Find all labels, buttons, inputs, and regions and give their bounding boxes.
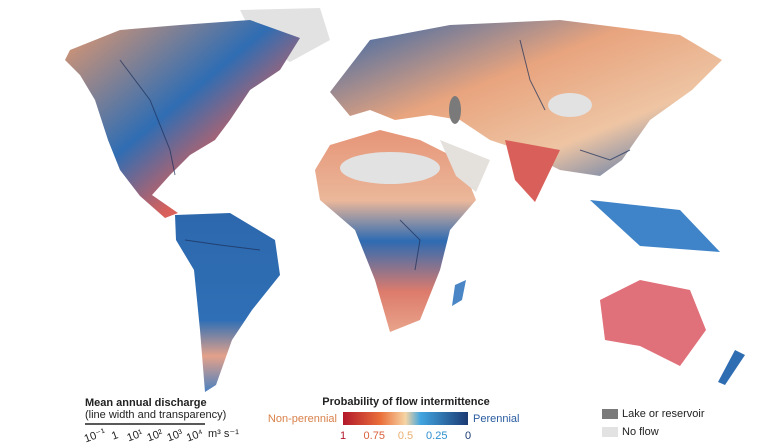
madagascar — [452, 280, 466, 306]
intermittence-tick-label: 0.75 — [364, 430, 385, 442]
lake-label: Lake or reservoir — [622, 408, 705, 420]
arabia — [440, 140, 490, 192]
north-america — [65, 20, 300, 218]
australia — [600, 280, 706, 366]
non-perennial-label: Non-perennial — [268, 413, 337, 425]
discharge-ticks: 10⁻¹ 1 10¹ 10² 10³ 10⁴ — [83, 426, 206, 445]
caspian-lake — [449, 96, 461, 124]
intermittence-tick-label: 0.5 — [398, 430, 413, 442]
discharge-tick-label: 10³ — [165, 427, 184, 444]
southeast-asia — [590, 200, 720, 252]
discharge-title: Mean annual discharge — [85, 397, 207, 409]
sahara-no-flow — [340, 152, 440, 184]
discharge-subtitle: (line width and transparency) — [85, 409, 226, 421]
no-flow-label: No flow — [622, 426, 659, 438]
asia-no-flow — [548, 93, 592, 117]
eurasia — [330, 20, 722, 176]
discharge-unit: m³ s⁻¹ — [208, 428, 239, 440]
perennial-label: Perennial — [473, 413, 519, 425]
intermittence-ticks: 1 0.75 0.5 0.25 0 — [340, 430, 471, 442]
intermittence-tick-label: 0.25 — [426, 430, 447, 442]
discharge-tick-label: 10⁻¹ — [83, 426, 108, 445]
river — [119, 59, 176, 176]
india — [505, 140, 560, 202]
intermittence-tick-label: 0 — [465, 430, 471, 442]
south-america — [175, 213, 280, 392]
river — [579, 149, 631, 161]
river — [184, 239, 261, 251]
discharge-tick-label: 10² — [145, 427, 164, 444]
color-bar — [343, 412, 468, 425]
intermittence-title: Probability of flow intermittence — [322, 396, 489, 408]
africa — [315, 130, 476, 332]
no-flow-swatch — [602, 427, 618, 437]
lake-swatch — [602, 409, 618, 419]
intermittence-tick-label: 1 — [340, 430, 346, 442]
discharge-tick-label: 10⁴ — [185, 427, 205, 444]
discharge-tick-label: 10¹ — [125, 427, 144, 444]
new-zealand — [718, 350, 745, 385]
river — [399, 219, 421, 271]
discharge-tick-label: 1 — [110, 429, 120, 442]
river — [519, 39, 546, 111]
